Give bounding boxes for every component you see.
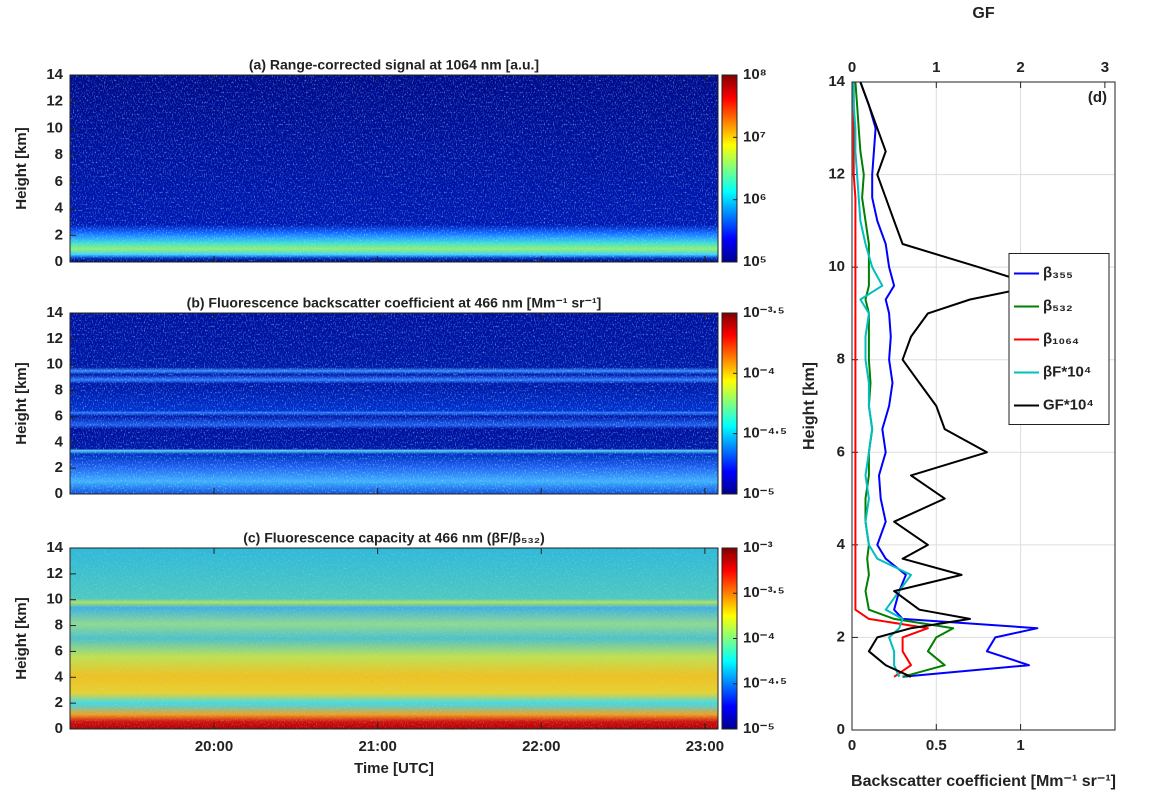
colorbar-tick-label: 10⁷ <box>743 128 766 145</box>
profile-line <box>852 82 929 678</box>
y-axis-label: Height [km] <box>13 127 30 210</box>
y-axis-label: Height [km] <box>801 362 818 450</box>
legend-label: GF*10⁴ <box>1043 396 1094 413</box>
x-tick-label: 22:00 <box>522 738 560 755</box>
y-tick-label: 2 <box>837 628 845 645</box>
y-tick-label: 12 <box>46 330 63 347</box>
y-axis-label: Height [km] <box>13 362 30 445</box>
x2-tick-label: 0 <box>848 59 856 76</box>
x-axis-label: Backscatter coefficient [Mm⁻¹ sr⁻¹] <box>851 773 1116 790</box>
y-tick-label: 8 <box>55 617 63 634</box>
y-tick-label: 0 <box>55 720 63 737</box>
x-tick-label: 1 <box>1016 737 1024 754</box>
x2-tick-label: 1 <box>932 59 940 76</box>
colorbar-tick-label: 10⁻⁴·⁵ <box>743 675 787 692</box>
y-tick-label: 10 <box>46 119 63 136</box>
y-tick-label: 0 <box>837 721 845 738</box>
colorbar-tick-label: 10⁻⁵ <box>743 485 775 502</box>
y-tick-label: 8 <box>837 351 845 368</box>
y-tick-label: 6 <box>55 407 63 424</box>
colorbar-tick-label: 10⁵ <box>743 253 767 270</box>
heatmap-texture <box>70 75 718 262</box>
colorbar-tick-label: 10⁻³ <box>743 539 773 556</box>
plot-frame <box>69 547 719 730</box>
profile-line <box>852 82 912 678</box>
y-tick-label: 14 <box>46 304 63 321</box>
y-tick-label: 4 <box>837 536 846 553</box>
y-tick-label: 6 <box>837 443 845 460</box>
legend-label: β₃₅₅ <box>1043 264 1073 281</box>
y-tick-label: 2 <box>55 694 63 711</box>
y-tick-label: 4 <box>55 433 64 450</box>
y-tick-label: 12 <box>46 565 63 582</box>
y-tick-label: 10 <box>46 591 63 608</box>
y-tick-label: 8 <box>55 382 63 399</box>
panel-title: (b) Fluorescence backscatter coefficient… <box>187 295 602 311</box>
plot-frame <box>69 74 719 263</box>
legend-label: β₅₃₂ <box>1043 297 1073 314</box>
colorbar-tick-label: 10⁻³·⁵ <box>743 584 785 601</box>
y-tick-label: 12 <box>46 93 63 110</box>
x-axis-label: Time [UTC] <box>354 760 434 777</box>
y-tick-label: 2 <box>55 459 63 476</box>
x-tick-label: 0 <box>848 737 856 754</box>
heatmap-texture <box>70 548 718 729</box>
y-axis-label: Height [km] <box>13 597 30 680</box>
y-tick-label: 6 <box>55 642 63 659</box>
panel-title: (c) Fluorescence capacity at 466 nm (βF/… <box>243 530 545 546</box>
x2-tick-label: 2 <box>1016 59 1024 76</box>
y-tick-label: 14 <box>828 73 845 90</box>
x2-axis-label: GF <box>972 5 994 22</box>
legend-label: β₁₀₆₄ <box>1043 330 1079 347</box>
panel-title: (a) Range-corrected signal at 1064 nm [a… <box>249 57 539 73</box>
y-tick-label: 0 <box>55 485 63 502</box>
y-tick-label: 14 <box>46 539 63 556</box>
y-tick-label: 14 <box>46 66 63 83</box>
colorbar <box>721 312 738 495</box>
panel-annotation: (d) <box>1088 89 1107 106</box>
y-tick-label: 4 <box>55 668 64 685</box>
heatmap-texture <box>70 313 718 494</box>
x-tick-label: 21:00 <box>358 738 396 755</box>
colorbar-tick-label: 10⁻⁴ <box>743 629 775 646</box>
colorbar-tick-label: 10⁶ <box>743 191 767 208</box>
y-tick-label: 10 <box>46 356 63 373</box>
y-tick-label: 8 <box>55 146 63 163</box>
colorbar-tick-label: 10⁻⁴ <box>743 364 775 381</box>
plot-frame <box>69 312 719 495</box>
x-tick-label: 0.5 <box>926 737 947 754</box>
y-tick-label: 2 <box>55 226 63 243</box>
y-tick-label: 4 <box>55 200 64 217</box>
y-tick-label: 6 <box>55 173 63 190</box>
colorbar-tick-label: 10⁻⁴·⁵ <box>743 425 787 442</box>
y-tick-label: 0 <box>55 253 63 270</box>
colorbar-tick-label: 10⁸ <box>743 66 767 83</box>
colorbar <box>721 74 738 263</box>
profile-line <box>854 81 955 678</box>
plot-frame <box>851 81 1116 731</box>
legend-label: βF*10⁴ <box>1043 363 1091 380</box>
profile-line <box>859 81 1039 678</box>
y-tick-label: 12 <box>828 166 845 183</box>
colorbar-tick-label: 10⁻⁵ <box>743 720 775 737</box>
x-tick-label: 20:00 <box>195 738 233 755</box>
y-tick-label: 10 <box>828 258 845 275</box>
x-tick-label: 23:00 <box>686 738 724 755</box>
x2-tick-label: 3 <box>1101 59 1109 76</box>
colorbar-tick-label: 10⁻³·⁵ <box>743 304 785 321</box>
